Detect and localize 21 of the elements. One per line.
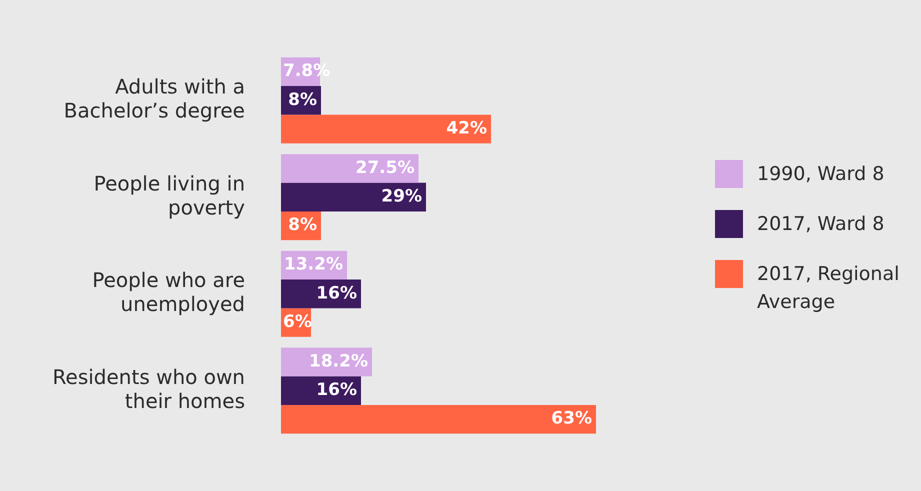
data-label: 13.2% — [284, 254, 343, 275]
data-label: 16% — [316, 283, 357, 304]
bar — [281, 154, 418, 183]
legend-label: 2017, Regional Average — [757, 262, 900, 315]
data-label: 29% — [381, 186, 422, 207]
bar — [281, 114, 491, 144]
bar — [281, 182, 426, 212]
data-label: 63% — [551, 408, 592, 429]
legend-label: 2017, Ward 8 — [757, 212, 884, 237]
data-label: 16% — [316, 380, 357, 400]
legend-label: 1990, Ward 8 — [757, 162, 884, 187]
bar — [281, 404, 596, 434]
data-label: 27.5% — [356, 158, 414, 178]
data-label: 42% — [446, 118, 487, 138]
data-label: 8% — [288, 90, 317, 110]
data-label: 18.2% — [309, 351, 368, 372]
data-label: 8% — [288, 215, 317, 236]
y-tick-label: Residents who own their homes — [52, 364, 245, 413]
y-tick-label: People who are unemployed — [92, 268, 245, 316]
y-tick-label: Adults with a Bachelor’s degree — [64, 74, 245, 123]
y-tick-label: People living in poverty — [94, 171, 246, 220]
